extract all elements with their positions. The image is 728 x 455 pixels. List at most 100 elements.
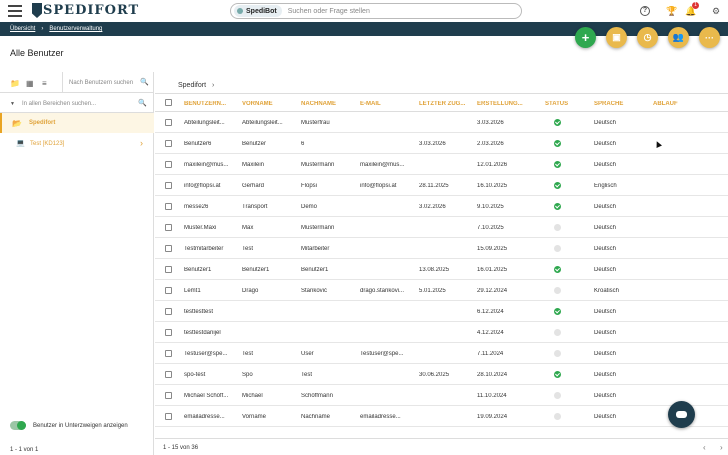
table-row[interactable]: Michael Schöff... Michael Schöffmann 11.10.…: [155, 385, 728, 406]
chevron-right-icon: ›: [212, 82, 215, 89]
table-row[interactable]: messe26 Transport Demo 3.02.2026 9.10.2025 De…: [155, 196, 728, 217]
col-expiry[interactable]: ABLAUF: [653, 101, 678, 107]
bell-icon[interactable]: 🔔 1: [685, 2, 699, 16]
cell-firstname: Gerhard: [242, 183, 265, 189]
cell-language: Deutsch: [594, 267, 617, 273]
row-checkbox[interactable]: [165, 203, 172, 210]
bot-label: SpediBot: [246, 7, 277, 15]
add-user-button[interactable]: +: [575, 27, 596, 48]
row-checkbox[interactable]: [165, 308, 172, 315]
table-row[interactable]: Lemt1 Drago Stanković drago.stankovi... 5.01…: [155, 280, 728, 301]
table-row[interactable]: Benutzer1 Benutzer1 Benutzer1 13.08.2025 16.…: [155, 259, 728, 280]
col-email[interactable]: E-MAIL: [360, 101, 381, 107]
global-search[interactable]: SpediBot Suchen oder Frage stellen: [230, 3, 522, 19]
table-row[interactable]: spo-test Spo Test 30.06.2025 28.10.2024 Deuts…: [155, 364, 728, 385]
history-button[interactable]: ◷: [637, 27, 658, 48]
col-created[interactable]: ERSTELLUNG...: [477, 101, 523, 107]
row-checkbox[interactable]: [165, 224, 172, 231]
table-row[interactable]: emailadresse... Vorname Nachname emailadres…: [155, 406, 728, 427]
table-row[interactable]: maxilein@mus... Maxilein Mustermann maxilei…: [155, 154, 728, 175]
page-title: Alle Benutzer: [10, 48, 64, 58]
folder-icon[interactable]: 📁: [10, 79, 20, 88]
grid-icon[interactable]: ▦: [26, 79, 34, 88]
area-search-input[interactable]: ▼ In allen Bereichen suchen... 🔍: [0, 93, 154, 113]
cell-username: maxilein@mus...: [184, 162, 229, 168]
cell-language: Englisch: [594, 183, 617, 189]
cell-email: Testuser@spe...: [360, 351, 404, 357]
badge-button[interactable]: ▣: [606, 27, 627, 48]
more-button[interactable]: ···: [699, 27, 720, 48]
search-icon[interactable]: 🔍: [138, 100, 147, 107]
cell-language: Deutsch: [594, 330, 617, 336]
status-inactive-icon: [554, 329, 561, 336]
cell-username: testtestdanijel: [184, 330, 221, 336]
row-checkbox[interactable]: [165, 266, 172, 273]
row-checkbox[interactable]: [165, 245, 172, 252]
cell-lastname: Stanković: [301, 288, 328, 294]
row-checkbox[interactable]: [165, 287, 172, 294]
table-row[interactable]: Abteilungsleit... Abteilungsleit... Muster…: [155, 112, 728, 133]
table-row[interactable]: testtestdanijel 4.12.2024 Deutsch: [155, 322, 728, 343]
user-search-input[interactable]: Nach Benutzern suchen 🔍: [62, 72, 154, 93]
row-checkbox[interactable]: [165, 140, 172, 147]
cell-language: Deutsch: [594, 372, 617, 378]
cell-last-login: 5.01.2025: [419, 288, 446, 294]
col-lastname[interactable]: NACHNAME: [301, 101, 336, 107]
cell-created: 16.10.2025: [477, 183, 508, 189]
col-language[interactable]: SPRACHE: [594, 101, 624, 107]
chevron-right-icon[interactable]: ›: [140, 138, 143, 148]
breadcrumb-user-management[interactable]: Benutzerverwaltung: [49, 26, 103, 32]
cell-created: 3.03.2026: [477, 120, 504, 126]
table-breadcrumb: Spedifort ›: [178, 82, 214, 89]
menu-icon[interactable]: [8, 5, 22, 17]
cell-lastname: 6: [301, 141, 305, 147]
cell-username: Michael Schöff...: [184, 393, 229, 399]
row-checkbox[interactable]: [165, 161, 172, 168]
table-row[interactable]: info@flopsi.at Gerhard Flopsi info@flopsi.a…: [155, 175, 728, 196]
row-checkbox[interactable]: [165, 350, 172, 357]
subbranch-toggle[interactable]: [10, 421, 26, 430]
help-icon[interactable]: ?: [640, 6, 650, 16]
groups-button[interactable]: 👥: [668, 27, 689, 48]
cell-last-login: 3.03.2026: [419, 141, 446, 147]
row-checkbox[interactable]: [165, 371, 172, 378]
row-checkbox[interactable]: [165, 182, 172, 189]
users-icon: 👥: [672, 32, 685, 42]
table-row[interactable]: testtesttest 6.12.2024 Deutsch: [155, 301, 728, 322]
cell-created: 19.09.2024: [477, 414, 508, 420]
row-checkbox[interactable]: [165, 392, 172, 399]
row-checkbox[interactable]: [165, 413, 172, 420]
spedibot-chip[interactable]: SpediBot: [234, 5, 282, 17]
table-row[interactable]: Benutzer6 Benutzer 6 3.03.2026 2.03.2026 Deut…: [155, 133, 728, 154]
cell-firstname: Max: [242, 225, 254, 231]
table-breadcrumb-label[interactable]: Spedifort: [178, 82, 207, 89]
breadcrumb-overview[interactable]: Übersicht: [10, 26, 36, 32]
cell-username: Testuser@spe...: [184, 351, 228, 357]
status-active-icon: [554, 182, 561, 189]
table-row[interactable]: Testmitarbeiter Test Mitarbeiter 15.09.2025…: [155, 238, 728, 259]
trophy-icon[interactable]: 🏆: [666, 6, 678, 16]
caret-down-icon[interactable]: ▼: [10, 101, 15, 107]
chat-button[interactable]: [668, 401, 695, 428]
row-checkbox[interactable]: [165, 329, 172, 336]
col-firstname[interactable]: VORNAME: [242, 101, 273, 107]
col-username[interactable]: BENUTZERN...: [184, 101, 226, 107]
logo[interactable]: SPEDIFORT: [32, 3, 139, 18]
table-row[interactable]: Muster.Maxi Max Mustermann 7.10.2025 Deutsch: [155, 217, 728, 238]
tree-item-test[interactable]: 💻 Test [KD123] ›: [0, 133, 154, 153]
cell-created: 11.10.2024: [477, 393, 507, 399]
search-icon[interactable]: 🔍: [140, 79, 149, 86]
cell-last-login: 28.11.2025: [419, 183, 449, 189]
chevron-left-icon[interactable]: ‹: [703, 443, 706, 452]
filter-icon[interactable]: ≡: [42, 79, 47, 88]
tree-item-spedifort[interactable]: 📂 Spedifort: [0, 113, 154, 133]
cell-lastname: Test: [301, 372, 313, 378]
col-status[interactable]: STATUS: [545, 101, 569, 107]
chevron-right-icon[interactable]: ›: [720, 443, 723, 452]
tree-item-label: Test [KD123]: [30, 141, 65, 147]
gear-icon[interactable]: ⚙: [711, 6, 721, 16]
select-all-checkbox[interactable]: [165, 99, 172, 106]
table-row[interactable]: Testuser@spe... Test User Testuser@spe... 7.…: [155, 343, 728, 364]
row-checkbox[interactable]: [165, 119, 172, 126]
col-last-login[interactable]: LETZTER ZUG...: [419, 101, 466, 107]
